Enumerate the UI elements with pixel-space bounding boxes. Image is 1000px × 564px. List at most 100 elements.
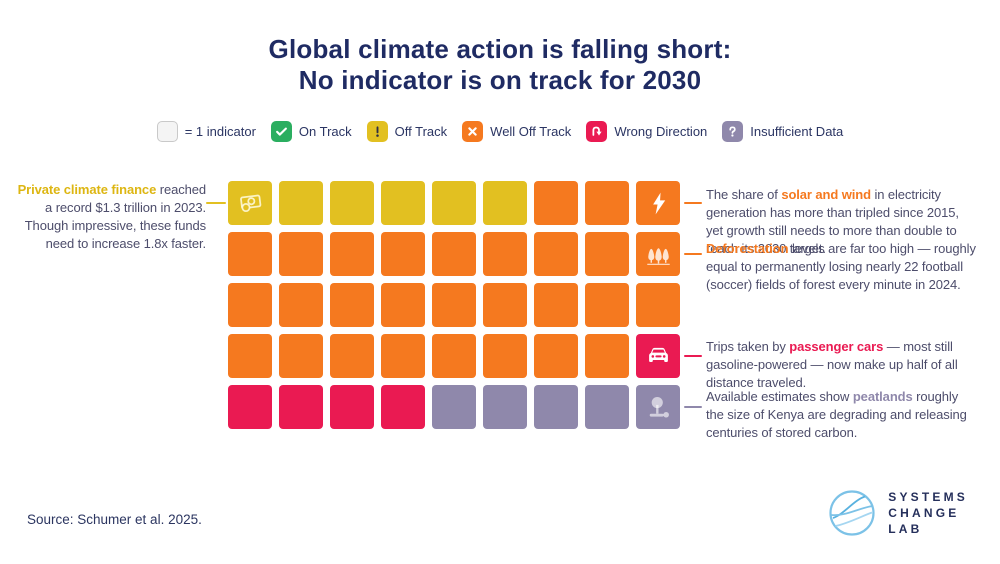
grid-cell-wrong-direction [636,334,680,378]
grid-cell-insufficient-data [585,385,629,429]
grid-cell-well-off-track [228,334,272,378]
annotation-text: Trips taken by [706,339,790,354]
grid-cell-well-off-track [534,334,578,378]
grid-cell-well-off-track [279,334,323,378]
grid-cell-well-off-track [381,334,425,378]
legend-label: Insufficient Data [750,124,844,139]
grid-cell-well-off-track [330,334,374,378]
grid-cell-wrong-direction [381,385,425,429]
annotation-deforestation: Deforestation levels are far too high — … [706,240,976,294]
legend-label: Wrong Direction [614,124,708,139]
annotation-text: reached a record $1.3 trillion in 2023. … [24,182,206,251]
annotation-text: Available estimates show [706,389,853,404]
blank-square-icon [156,121,178,142]
connector-solar-wind [684,202,702,204]
logo-globe-icon [827,488,877,538]
grid-cell-well-off-track [432,232,476,276]
grid-cell-wrong-direction [279,385,323,429]
annotation-finance: Private climate finance reached a record… [14,181,207,253]
lightning-icon [643,188,674,219]
grid-cell-well-off-track [585,334,629,378]
grid-cell-well-off-track [483,334,527,378]
trees-icon [643,239,674,270]
annotation-highlight: Deforestation [706,241,789,256]
connector-passenger-cars [684,355,702,357]
logo-line-1: SYSTEMS [888,490,968,504]
connector-deforestation [684,253,702,255]
grid-cell-insufficient-data [534,385,578,429]
annotation-solar-wind: The share of solar and wind in electrici… [706,186,976,258]
logo-wordmark: SYSTEMS CHANGE LAB [888,489,968,537]
logo-line-2: CHANGE [888,506,960,520]
grid-cell-well-off-track [585,181,629,225]
annotation-passenger-cars: Trips taken by passenger cars — most sti… [706,338,976,392]
grid-cell-off-track [330,181,374,225]
page-title: Global climate action is falling short: … [0,34,1000,96]
grid-cell-well-off-track [279,283,323,327]
check-icon [270,121,292,142]
question-icon [722,121,744,142]
annotation-highlight: passenger cars [789,339,884,354]
legend: = 1 indicator On Track Off Track Well Of… [0,121,1000,142]
peatland-icon [643,392,674,423]
legend-item-wrong-direction: Wrong Direction [586,121,707,142]
legend-item-on-track: On Track [270,121,352,142]
logo-line-3: LAB [888,522,923,536]
legend-item-well-off-track: Well Off Track [462,121,571,142]
annotation-peatlands: Available estimates show peatlands rough… [706,388,976,442]
title-line-1: Global climate action is falling short: [268,34,732,64]
grid-cell-well-off-track [330,283,374,327]
grid-cell-well-off-track [534,232,578,276]
grid-cell-well-off-track [381,232,425,276]
exclamation-icon [366,121,388,142]
grid-cell-off-track [483,181,527,225]
grid-cell-insufficient-data [432,385,476,429]
grid-cell-well-off-track [585,232,629,276]
connector-peatlands [684,406,702,408]
indicator-grid [228,181,680,429]
money-icon [235,188,266,219]
grid-cell-well-off-track [228,232,272,276]
grid-cell-off-track [432,181,476,225]
grid-cell-well-off-track [483,232,527,276]
title-line-2: No indicator is on track for 2030 [298,65,702,95]
systems-change-lab-logo: SYSTEMS CHANGE LAB [827,488,968,538]
grid-cell-well-off-track [330,232,374,276]
grid-cell-well-off-track [585,283,629,327]
grid-cell-wrong-direction [228,385,272,429]
car-icon [643,341,674,372]
connector-finance [206,202,226,204]
annotation-highlight: Private climate finance [17,182,157,197]
legend-label: Well Off Track [490,124,572,139]
source-note: Source: Schumer et al. 2025. [27,512,202,527]
grid-cell-well-off-track [432,283,476,327]
grid-cell-wrong-direction [330,385,374,429]
legend-item-unit: = 1 indicator [156,121,256,142]
legend-item-insufficient-data: Insufficient Data [722,121,843,142]
grid-cell-well-off-track [636,181,680,225]
wrong-direction-icon [586,121,608,142]
grid-cell-well-off-track [636,283,680,327]
grid-cell-off-track [381,181,425,225]
grid-cell-well-off-track [228,283,272,327]
grid-cell-off-track [279,181,323,225]
grid-cell-well-off-track [381,283,425,327]
grid-cell-insufficient-data [636,385,680,429]
legend-label: On Track [298,124,352,139]
annotation-text: roughly the size of Kenya are degrading … [706,389,967,440]
grid-cell-well-off-track [534,283,578,327]
annotation-text: levels are far too high — roughly equal … [706,241,976,292]
grid-cell-well-off-track [534,181,578,225]
grid-cell-well-off-track [636,232,680,276]
annotation-highlight: peatlands [852,389,913,404]
legend-item-off-track: Off Track [366,121,448,142]
grid-cell-well-off-track [483,283,527,327]
grid-cell-off-track [228,181,272,225]
legend-label: Off Track [394,124,448,139]
annotation-highlight: solar and wind [781,187,871,202]
grid-cell-well-off-track [432,334,476,378]
annotation-text: The share of [706,187,782,202]
annotation-text: in electricity generation has more than … [706,187,959,256]
x-icon [462,121,484,142]
